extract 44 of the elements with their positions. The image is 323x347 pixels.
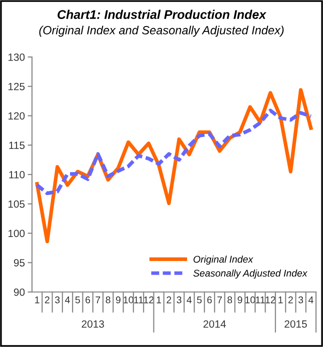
y-tick-label: 125 xyxy=(8,82,25,90)
x-tick-label: 1 xyxy=(35,296,40,304)
x-tick-label: 6 xyxy=(86,296,90,304)
y-tick-label: 110 xyxy=(9,171,25,178)
text: 2015 xyxy=(284,320,307,328)
x-tick-label: 6 xyxy=(207,296,212,304)
y-tick-label: 95 xyxy=(14,259,25,266)
x-tick-label: 4 xyxy=(308,296,314,304)
x-tick-label: 2 xyxy=(45,296,50,304)
x-tick-label: 4 xyxy=(65,296,70,304)
x-tick-label: 3 xyxy=(55,296,60,304)
x-tick-label: 11 xyxy=(134,296,144,304)
text: 2013 xyxy=(82,320,104,328)
x-tick-label: 8 xyxy=(106,296,110,304)
x-tick-label: 12 xyxy=(266,296,276,304)
x-tick-label: 2 xyxy=(166,296,172,304)
line-series xyxy=(35,108,313,196)
y-tick-label: 100 xyxy=(8,230,25,238)
x-tick-label: 11 xyxy=(256,296,265,304)
y-tick-label: 130 xyxy=(8,54,25,61)
x-tick-label: 8 xyxy=(228,296,232,304)
x-tick-label: 5 xyxy=(197,296,202,304)
y-tick-label: 115 xyxy=(9,142,25,149)
y-tick-label: 90 xyxy=(14,288,25,296)
x-tick-label: 7 xyxy=(96,296,100,304)
text: 2014 xyxy=(204,320,226,328)
chart-title: Chart1: Industrial Production Index xyxy=(58,10,266,19)
x-tick-label: 1 xyxy=(278,296,283,304)
x-tick-label: 12 xyxy=(144,296,154,304)
x-tick-label: 5 xyxy=(75,296,80,304)
y-tick-label: 120 xyxy=(8,112,25,120)
chart-subtitle: (Original Index and Seasonally Adjusted Index) xyxy=(39,26,284,37)
x-tick-label: 3 xyxy=(298,296,304,304)
x-tick-label: 9 xyxy=(116,296,120,304)
legend-label: Seasonally Adjusted Index xyxy=(193,269,308,279)
x-tick-label: 9 xyxy=(238,296,242,304)
x-tick-label: 7 xyxy=(217,296,222,304)
x-tick-label: 10 xyxy=(245,296,256,304)
legend-label: Original Index xyxy=(194,256,254,265)
y-tick-label: 105 xyxy=(8,200,25,208)
x-tick-label: 1 xyxy=(156,296,162,304)
x-tick-label: 2 xyxy=(288,296,293,304)
x-tick-label: 4 xyxy=(186,296,192,304)
x-tick-label: 3 xyxy=(176,296,182,304)
